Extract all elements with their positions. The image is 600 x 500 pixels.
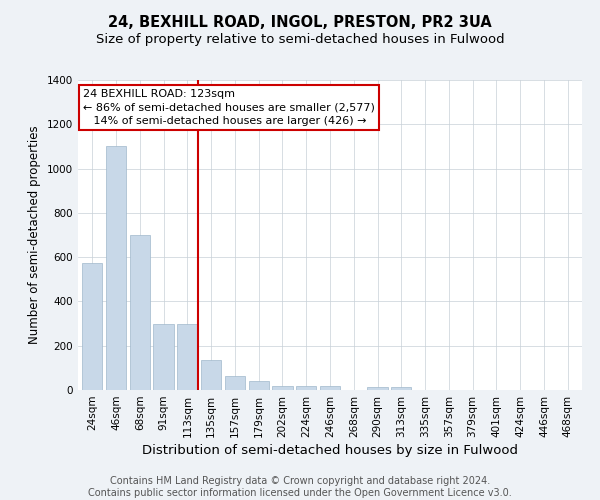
Bar [272, 386, 293, 390]
Bar [154, 324, 173, 390]
Bar [225, 376, 245, 390]
Y-axis label: Number of semi-detached properties: Number of semi-detached properties [28, 126, 41, 344]
X-axis label: Distribution of semi-detached houses by size in Fulwood: Distribution of semi-detached houses by … [142, 444, 518, 457]
Bar [320, 386, 340, 390]
Bar [367, 386, 388, 390]
Bar [248, 381, 269, 390]
Bar [177, 324, 197, 390]
Bar [201, 360, 221, 390]
Text: Size of property relative to semi-detached houses in Fulwood: Size of property relative to semi-detach… [95, 32, 505, 46]
Text: Contains HM Land Registry data © Crown copyright and database right 2024.
Contai: Contains HM Land Registry data © Crown c… [88, 476, 512, 498]
Text: 24, BEXHILL ROAD, INGOL, PRESTON, PR2 3UA: 24, BEXHILL ROAD, INGOL, PRESTON, PR2 3U… [108, 15, 492, 30]
Bar [391, 386, 412, 390]
Bar [130, 235, 150, 390]
Bar [296, 386, 316, 390]
Text: 24 BEXHILL ROAD: 123sqm
← 86% of semi-detached houses are smaller (2,577)
   14%: 24 BEXHILL ROAD: 123sqm ← 86% of semi-de… [83, 90, 375, 126]
Bar [106, 146, 126, 390]
Bar [82, 262, 103, 390]
